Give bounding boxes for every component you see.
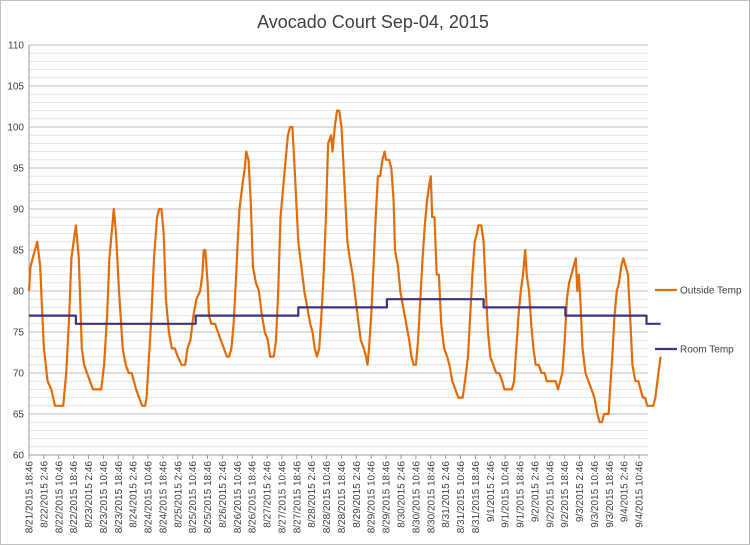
y-tick-label: 60	[13, 451, 25, 462]
chart-title: Avocado Court Sep-04, 2015	[257, 12, 489, 32]
legend-label: Room Temp	[680, 345, 734, 356]
x-tick-label: 9/2/2015 10:46	[545, 461, 556, 528]
x-tick-label: 8/29/2015 18:46	[382, 461, 393, 534]
x-tick-label: 9/2/2015 2:46	[530, 461, 541, 523]
x-tick-label: 8/23/2015 10:46	[99, 461, 110, 534]
y-tick-label: 65	[13, 410, 25, 421]
x-tick-label: 8/25/2015 18:46	[203, 461, 214, 534]
x-tick-label: 8/30/2015 2:46	[396, 461, 407, 528]
x-tick-label: 9/3/2015 10:46	[590, 461, 601, 528]
y-tick-label: 90	[13, 205, 25, 216]
y-tick-label: 95	[13, 164, 25, 175]
x-tick-label: 8/23/2015 2:46	[84, 461, 95, 528]
x-tick-label: 8/26/2015 10:46	[233, 461, 244, 534]
x-tick-label: 8/26/2015 18:46	[248, 461, 259, 534]
y-axis-ticks: 60 65 70 75 80 85 90 95 100 105 110	[7, 41, 24, 462]
x-tick-label: 8/21/2015 18:46	[25, 461, 36, 534]
x-tick-label: 8/28/2015 2:46	[307, 461, 318, 528]
x-axis-ticks: 8/21/2015 18:46 8/22/2015 2:46 8/22/2015 1…	[25, 455, 646, 533]
x-tick-label: 9/1/2015 18:46	[516, 461, 527, 528]
x-tick-label: 8/25/2015 2:46	[173, 461, 184, 528]
y-tick-label: 80	[13, 287, 25, 298]
y-tick-label: 70	[13, 369, 25, 380]
x-tick-label: 9/2/2015 18:46	[560, 461, 571, 528]
x-tick-label: 8/31/2015 2:46	[441, 461, 452, 528]
y-tick-label: 100	[7, 123, 24, 134]
x-tick-label: 8/22/2015 2:46	[39, 461, 50, 528]
x-tick-label: 8/23/2015 18:46	[114, 461, 125, 534]
y-tick-label: 105	[7, 82, 24, 93]
series-line-room-temp	[29, 298, 661, 325]
gridlines	[28, 44, 648, 456]
x-tick-label: 8/22/2015 18:46	[69, 461, 80, 534]
x-tick-label: 8/28/2015 18:46	[337, 461, 348, 534]
x-tick-label: 8/27/2015 2:46	[263, 461, 274, 528]
x-tick-label: 8/27/2015 18:46	[292, 461, 303, 534]
x-tick-label: 8/25/2015 10:46	[188, 461, 199, 534]
x-tick-label: 8/22/2015 10:46	[54, 461, 65, 534]
x-tick-label: 8/26/2015 2:46	[218, 461, 229, 528]
y-tick-label: 75	[13, 328, 25, 339]
x-tick-label: 9/4/2015 2:46	[620, 461, 631, 523]
legend: Outside Temp Room Temp	[655, 286, 742, 356]
x-tick-label: 9/1/2015 10:46	[501, 461, 512, 528]
legend-label: Outside Temp	[680, 286, 742, 297]
series-lines	[27, 109, 662, 424]
x-tick-label: 8/31/2015 10:46	[456, 461, 467, 534]
x-tick-label: 9/3/2015 18:46	[605, 461, 616, 528]
x-tick-label: 8/29/2015 2:46	[352, 461, 363, 528]
series-line-outside-temp	[27, 109, 662, 424]
x-tick-label: 9/1/2015 2:46	[486, 461, 497, 523]
x-tick-label: 8/29/2015 10:46	[367, 461, 378, 534]
x-tick-label: 8/28/2015 10:46	[322, 461, 333, 534]
y-tick-label: 85	[13, 246, 25, 257]
x-tick-label: 8/24/2015 10:46	[144, 461, 155, 534]
x-tick-label: 8/24/2015 2:46	[129, 461, 140, 528]
x-tick-label: 9/4/2015 10:46	[635, 461, 646, 528]
y-tick-label: 110	[8, 41, 24, 52]
x-tick-label: 9/3/2015 2:46	[575, 461, 586, 523]
x-tick-label: 8/30/2015 10:46	[411, 461, 422, 534]
x-tick-label: 8/27/2015 10:46	[277, 461, 288, 534]
x-tick-label: 8/24/2015 18:46	[158, 461, 169, 534]
x-tick-label: 8/31/2015 18:46	[471, 461, 482, 534]
x-tick-label: 8/30/2015 18:46	[426, 461, 437, 534]
